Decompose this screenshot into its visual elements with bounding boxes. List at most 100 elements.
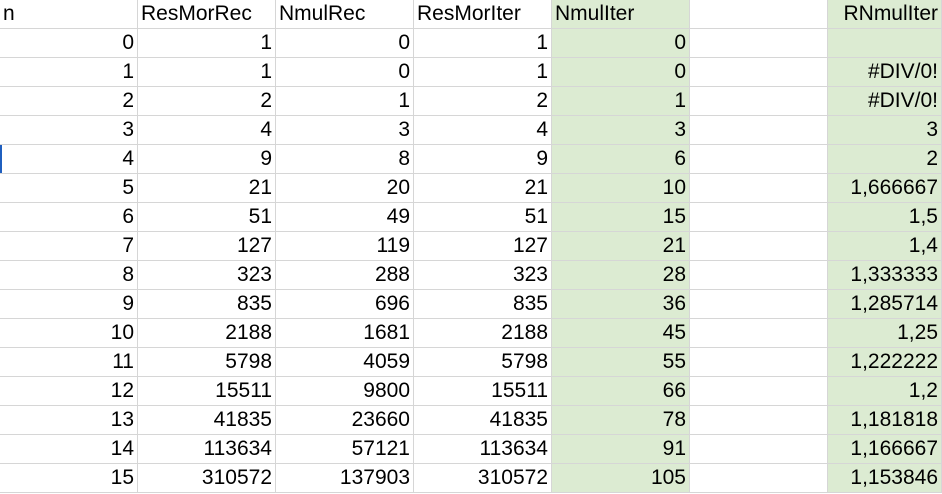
cell-col-a-row-13[interactable]: 13: [0, 406, 138, 435]
cell-col-b-row-1[interactable]: 1: [138, 58, 276, 87]
cell-col-f-row-6[interactable]: [690, 203, 828, 232]
cell-col-a-row-5[interactable]: 5: [0, 174, 138, 203]
cell-col-b-row-5[interactable]: 21: [138, 174, 276, 203]
cell-col-g-row-9[interactable]: 1,285714: [828, 290, 942, 319]
cell-col-a-row-1[interactable]: 1: [0, 58, 138, 87]
cell-col-d-row-10[interactable]: 2188: [414, 319, 552, 348]
cell-col-e-row-14[interactable]: 91: [552, 435, 690, 464]
cell-col-f-row-8[interactable]: [690, 261, 828, 290]
cell-col-f-row-5[interactable]: [690, 174, 828, 203]
cell-col-e-row-1[interactable]: 0: [552, 58, 690, 87]
header-cell-col-f[interactable]: [690, 0, 828, 29]
cell-col-a-row-7[interactable]: 7: [0, 232, 138, 261]
cell-col-c-row-11[interactable]: 4059: [276, 348, 414, 377]
cell-col-c-row-12[interactable]: 9800: [276, 377, 414, 406]
cell-col-c-row-10[interactable]: 1681: [276, 319, 414, 348]
cell-col-e-row-9[interactable]: 36: [552, 290, 690, 319]
cell-col-b-row-10[interactable]: 2188: [138, 319, 276, 348]
cell-col-e-row-0[interactable]: 0: [552, 29, 690, 58]
cell-col-c-row-1[interactable]: 0: [276, 58, 414, 87]
cell-col-f-row-3[interactable]: [690, 116, 828, 145]
cell-col-a-row-12[interactable]: 12: [0, 377, 138, 406]
cell-col-c-row-15[interactable]: 137903: [276, 464, 414, 493]
cell-col-f-row-2[interactable]: [690, 87, 828, 116]
cell-col-a-row-15[interactable]: 15: [0, 464, 138, 493]
cell-col-g-row-12[interactable]: 1,2: [828, 377, 942, 406]
header-cell-col-d[interactable]: ResMorIter: [414, 0, 552, 29]
cell-col-b-row-6[interactable]: 51: [138, 203, 276, 232]
cell-col-e-row-13[interactable]: 78: [552, 406, 690, 435]
cell-col-d-row-0[interactable]: 1: [414, 29, 552, 58]
cell-col-a-row-0[interactable]: 0: [0, 29, 138, 58]
cell-col-e-row-6[interactable]: 15: [552, 203, 690, 232]
cell-col-g-row-11[interactable]: 1,222222: [828, 348, 942, 377]
cell-col-b-row-15[interactable]: 310572: [138, 464, 276, 493]
cell-col-b-row-2[interactable]: 2: [138, 87, 276, 116]
header-cell-col-e[interactable]: NmulIter: [552, 0, 690, 29]
cell-col-e-row-15[interactable]: 105: [552, 464, 690, 493]
cell-col-g-row-0[interactable]: [828, 29, 942, 58]
cell-col-e-row-7[interactable]: 21: [552, 232, 690, 261]
header-cell-col-a[interactable]: n: [0, 0, 138, 29]
cell-col-g-row-14[interactable]: 1,166667: [828, 435, 942, 464]
cell-col-f-row-4[interactable]: [690, 145, 828, 174]
cell-col-g-row-8[interactable]: 1,333333: [828, 261, 942, 290]
header-cell-col-c[interactable]: NmulRec: [276, 0, 414, 29]
header-cell-col-g[interactable]: RNmulIter: [828, 0, 942, 29]
cell-col-b-row-13[interactable]: 41835: [138, 406, 276, 435]
cell-col-c-row-6[interactable]: 49: [276, 203, 414, 232]
cell-col-d-row-14[interactable]: 113634: [414, 435, 552, 464]
cell-col-d-row-6[interactable]: 51: [414, 203, 552, 232]
cell-col-e-row-4[interactable]: 6: [552, 145, 690, 174]
cell-col-f-row-7[interactable]: [690, 232, 828, 261]
cell-col-b-row-8[interactable]: 323: [138, 261, 276, 290]
cell-col-c-row-2[interactable]: 1: [276, 87, 414, 116]
cell-col-b-row-7[interactable]: 127: [138, 232, 276, 261]
cell-col-g-row-3[interactable]: 3: [828, 116, 942, 145]
cell-col-d-row-15[interactable]: 310572: [414, 464, 552, 493]
cell-col-f-row-15[interactable]: [690, 464, 828, 493]
cell-col-a-row-6[interactable]: 6: [0, 203, 138, 232]
cell-col-a-row-8[interactable]: 8: [0, 261, 138, 290]
cell-col-c-row-3[interactable]: 3: [276, 116, 414, 145]
cell-col-g-row-5[interactable]: 1,666667: [828, 174, 942, 203]
cell-col-d-row-4[interactable]: 9: [414, 145, 552, 174]
cell-col-a-row-11[interactable]: 11: [0, 348, 138, 377]
cell-col-d-row-2[interactable]: 2: [414, 87, 552, 116]
cell-col-d-row-7[interactable]: 127: [414, 232, 552, 261]
cell-col-a-row-10[interactable]: 10: [0, 319, 138, 348]
cell-col-f-row-14[interactable]: [690, 435, 828, 464]
cell-col-g-row-10[interactable]: 1,25: [828, 319, 942, 348]
cell-col-c-row-9[interactable]: 696: [276, 290, 414, 319]
cell-col-a-row-3[interactable]: 3: [0, 116, 138, 145]
cell-col-f-row-1[interactable]: [690, 58, 828, 87]
cell-col-d-row-12[interactable]: 15511: [414, 377, 552, 406]
cell-col-g-row-6[interactable]: 1,5: [828, 203, 942, 232]
cell-col-c-row-0[interactable]: 0: [276, 29, 414, 58]
cell-col-b-row-0[interactable]: 1: [138, 29, 276, 58]
cell-col-e-row-5[interactable]: 10: [552, 174, 690, 203]
cell-col-d-row-3[interactable]: 4: [414, 116, 552, 145]
cell-col-d-row-9[interactable]: 835: [414, 290, 552, 319]
cell-col-e-row-3[interactable]: 3: [552, 116, 690, 145]
cell-col-d-row-11[interactable]: 5798: [414, 348, 552, 377]
cell-col-f-row-11[interactable]: [690, 348, 828, 377]
cell-col-c-row-7[interactable]: 119: [276, 232, 414, 261]
cell-col-b-row-11[interactable]: 5798: [138, 348, 276, 377]
cell-col-g-row-2[interactable]: #DIV/0!: [828, 87, 942, 116]
cell-col-g-row-7[interactable]: 1,4: [828, 232, 942, 261]
cell-col-f-row-10[interactable]: [690, 319, 828, 348]
cell-col-e-row-12[interactable]: 66: [552, 377, 690, 406]
header-cell-col-b[interactable]: ResMorRec: [138, 0, 276, 29]
cell-col-f-row-0[interactable]: [690, 29, 828, 58]
cell-col-c-row-14[interactable]: 57121: [276, 435, 414, 464]
cell-col-e-row-10[interactable]: 45: [552, 319, 690, 348]
cell-col-d-row-8[interactable]: 323: [414, 261, 552, 290]
cell-col-c-row-4[interactable]: 8: [276, 145, 414, 174]
cell-col-f-row-12[interactable]: [690, 377, 828, 406]
cell-col-d-row-5[interactable]: 21: [414, 174, 552, 203]
cell-col-c-row-13[interactable]: 23660: [276, 406, 414, 435]
cell-col-b-row-3[interactable]: 4: [138, 116, 276, 145]
cell-col-c-row-8[interactable]: 288: [276, 261, 414, 290]
cell-col-b-row-9[interactable]: 835: [138, 290, 276, 319]
